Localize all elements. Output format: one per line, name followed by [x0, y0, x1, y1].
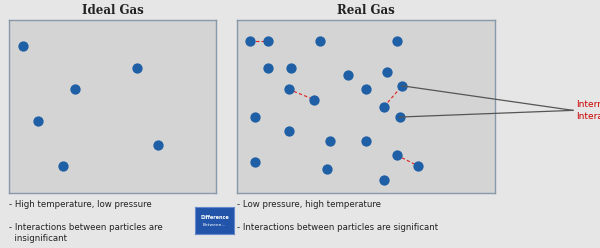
- Point: [263, 39, 273, 43]
- Text: - High temperature, low pressure: - High temperature, low pressure: [9, 200, 152, 209]
- Point: [395, 115, 404, 119]
- Point: [325, 139, 335, 143]
- Point: [284, 87, 293, 91]
- Point: [397, 84, 407, 88]
- Title: Ideal Gas: Ideal Gas: [82, 4, 143, 17]
- Point: [250, 160, 260, 164]
- Point: [33, 119, 43, 123]
- Text: - Low pressure, high temperature: - Low pressure, high temperature: [237, 200, 381, 209]
- Point: [361, 139, 371, 143]
- Point: [286, 66, 296, 70]
- Point: [379, 105, 389, 109]
- Point: [250, 115, 260, 119]
- Text: - Interactions between particles are
  insignificant: - Interactions between particles are ins…: [9, 223, 163, 243]
- Point: [245, 39, 255, 43]
- Point: [323, 167, 332, 171]
- Point: [19, 44, 28, 48]
- Point: [343, 73, 353, 77]
- Point: [133, 66, 142, 70]
- Point: [284, 129, 293, 133]
- Point: [392, 153, 402, 157]
- Text: Difference: Difference: [200, 215, 229, 220]
- Point: [382, 70, 391, 74]
- Text: Intermolecular
Interactions: Intermolecular Interactions: [576, 100, 600, 121]
- Point: [315, 39, 325, 43]
- Title: Real Gas: Real Gas: [337, 4, 395, 17]
- Point: [361, 87, 371, 91]
- Point: [70, 87, 80, 91]
- Point: [310, 98, 319, 102]
- Point: [413, 164, 422, 168]
- Point: [263, 66, 273, 70]
- Point: [379, 178, 389, 182]
- Text: - Interactions between particles are significant: - Interactions between particles are sig…: [237, 223, 438, 232]
- Point: [392, 39, 402, 43]
- Point: [153, 143, 163, 147]
- Point: [58, 164, 68, 168]
- Text: Between...: Between...: [203, 223, 226, 227]
